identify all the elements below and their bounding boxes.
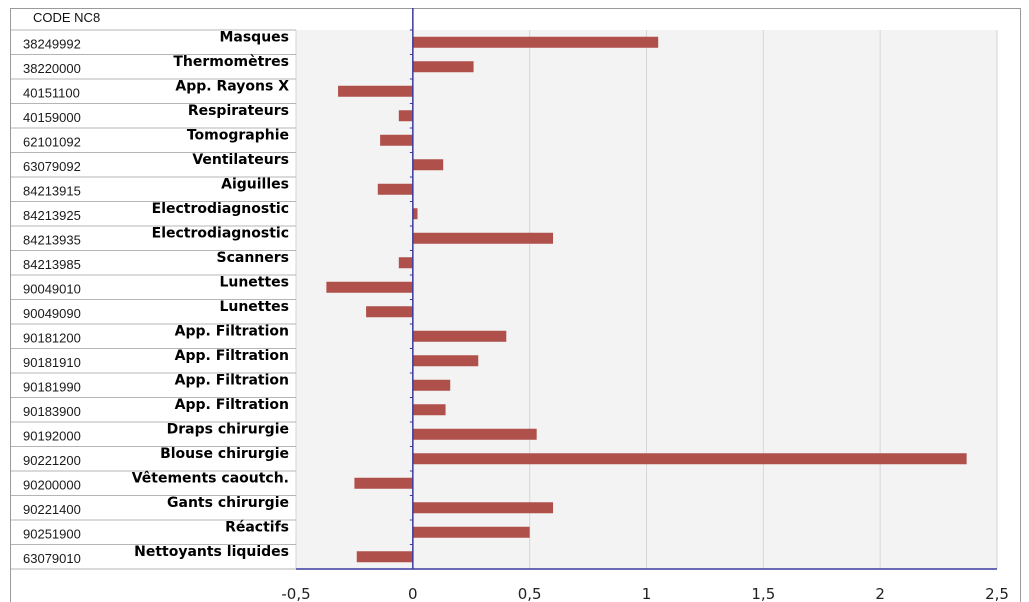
bar [412, 61, 474, 73]
category-name: Electrodiagnostic [152, 201, 289, 217]
bar [398, 110, 413, 122]
category-code: 84213985 [23, 257, 81, 272]
category-rows: 38249992 Masques 38220000 Thermomètres 40151… [11, 29, 296, 570]
category-name: Electrodiagnostic [152, 225, 289, 241]
category-code: 90181910 [23, 355, 81, 370]
category-name: Masques [219, 29, 289, 45]
category-code: 90221200 [23, 453, 81, 468]
x-tick-label: 1 [642, 585, 652, 602]
category-code: 90181990 [23, 379, 81, 394]
x-tick-label: 0,5 [518, 585, 542, 602]
bar [412, 159, 444, 171]
category-code: 90181200 [23, 330, 81, 345]
bar [412, 355, 479, 367]
category-name: Lunettes [219, 274, 289, 290]
category-code: 63079092 [23, 159, 81, 174]
category-code: 90049010 [23, 281, 81, 296]
category-name: Blouse chirurgie [160, 446, 289, 462]
column-header: CODE NC8 [33, 10, 100, 25]
category-code: 84213925 [23, 208, 81, 223]
x-tick-label: -0,5 [281, 585, 310, 602]
category-name: Réactifs [225, 519, 289, 535]
category-code: 90221400 [23, 502, 81, 517]
bar [412, 36, 659, 48]
category-code: 38249992 [23, 36, 81, 51]
bar [412, 453, 967, 465]
category-name: Gants chirurgie [167, 495, 289, 511]
bar [412, 232, 554, 244]
category-code: 40159000 [23, 110, 81, 125]
bar [412, 404, 446, 416]
category-code: 38220000 [23, 61, 81, 76]
bar [366, 306, 413, 318]
category-name: App. Filtration [175, 348, 289, 364]
category-name: Scanners [217, 250, 290, 266]
x-tick-label: 0 [408, 585, 418, 602]
chart-frame [10, 8, 1021, 602]
bar [356, 551, 413, 563]
category-code: 63079010 [23, 551, 81, 566]
category-name: Respirateurs [188, 103, 289, 119]
bar [354, 477, 413, 489]
bar [398, 257, 413, 269]
category-name: Lunettes [219, 299, 289, 315]
bar [412, 379, 451, 391]
category-name: App. Filtration [175, 372, 289, 388]
category-code: 40151100 [23, 85, 80, 100]
category-code: 90192000 [23, 428, 81, 443]
category-name: Aiguilles [221, 176, 289, 192]
bar [377, 183, 413, 195]
category-name: App. Rayons X [175, 78, 289, 94]
bar [412, 208, 418, 220]
axes: -0,5 0 0,5 1 1,5 2 2,5 [281, 8, 1009, 602]
category-code: 90200000 [23, 477, 81, 492]
category-code: 90049090 [23, 306, 81, 321]
category-name: App. Filtration [175, 323, 289, 339]
category-code: 90183900 [23, 404, 81, 419]
category-name: Thermomètres [173, 54, 289, 70]
x-tick-label: 2 [875, 585, 885, 602]
bars [326, 36, 967, 563]
category-name: Nettoyants liquides [134, 544, 289, 560]
x-tick-label: 2,5 [985, 585, 1009, 602]
bar [412, 330, 507, 342]
bar [412, 502, 554, 514]
category-name: Ventilateurs [192, 152, 289, 168]
category-code: 84213915 [23, 183, 81, 198]
x-tick-label: 1,5 [751, 585, 775, 602]
category-code: 84213935 [23, 232, 81, 247]
bar [338, 85, 413, 97]
bar [412, 526, 530, 538]
category-name: Draps chirurgie [167, 421, 289, 437]
bar [326, 281, 413, 293]
category-name: Tomographie [187, 127, 289, 143]
category-code: 90251900 [23, 526, 81, 541]
category-code: 62101092 [23, 134, 81, 149]
category-name: Vêtements caoutch. [132, 470, 289, 486]
bar [412, 428, 537, 440]
category-name: App. Filtration [175, 397, 289, 413]
bar [380, 134, 413, 146]
